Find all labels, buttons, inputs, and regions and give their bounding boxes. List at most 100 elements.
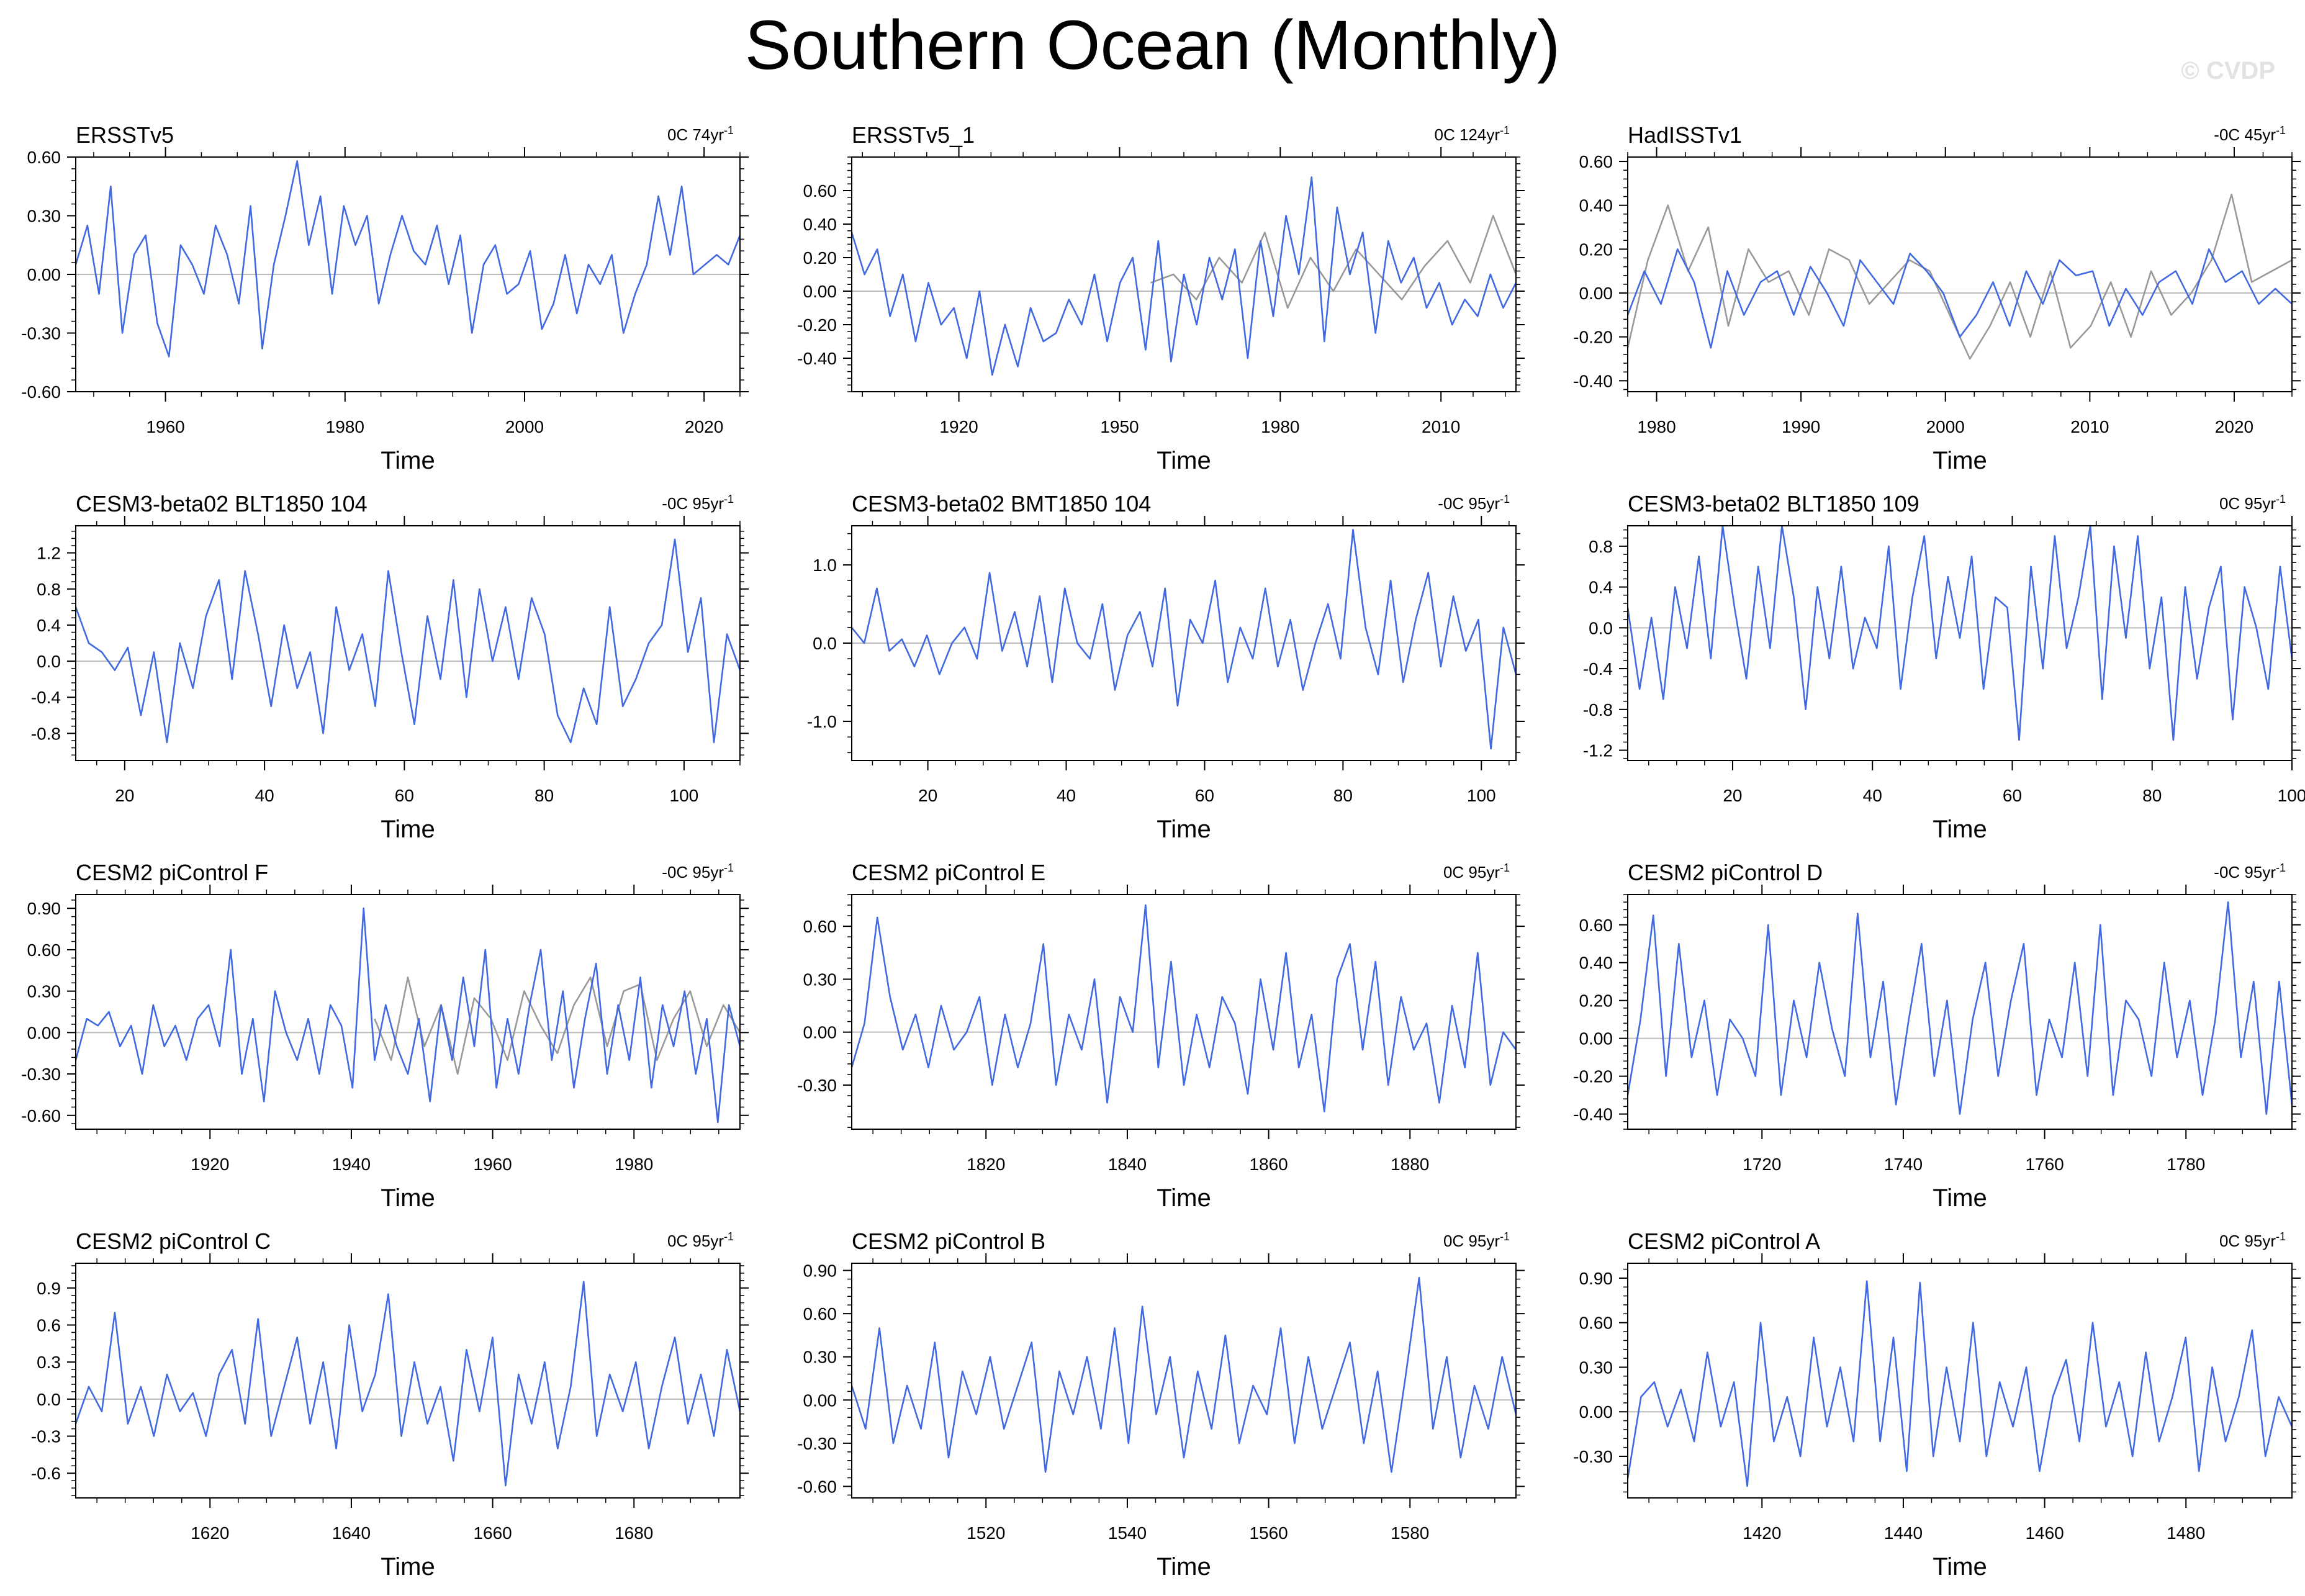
model-series-line: [850, 904, 1517, 1112]
x-tick-label: 1660: [473, 1523, 512, 1543]
y-tick-label: 0.00: [1579, 284, 1613, 303]
x-tick-label: 1760: [2025, 1155, 2064, 1174]
y-tick-label: 0.60: [1579, 916, 1613, 935]
y-tick-label: 0.00: [803, 282, 837, 301]
x-tick-label: 1640: [332, 1523, 371, 1543]
y-tick-label: -0.4: [31, 688, 61, 707]
model-series-line: [850, 176, 1517, 376]
x-tick-label: 60: [1195, 786, 1214, 805]
trend-annotation: -0C 95yr-1: [662, 493, 734, 513]
x-axis-label: Time: [1157, 1184, 1211, 1212]
y-tick-label: 1.2: [37, 544, 61, 563]
x-tick-label: 1980: [1261, 417, 1299, 436]
x-tick-label: 1520: [967, 1523, 1005, 1543]
y-tick-label: -1.0: [807, 712, 837, 731]
x-tick-label: 20: [918, 786, 937, 805]
y-tick-label: 0.20: [803, 248, 837, 268]
panel: CESM2 piControl E 0C 95yr-1 -0.30 0.00 0.30 0…: [797, 860, 1525, 1212]
x-axis-label: Time: [1933, 816, 1987, 843]
x-axis-label: Time: [1933, 1553, 1987, 1580]
y-tick-label: -1.2: [1583, 741, 1613, 760]
model-series-line: [850, 1276, 1517, 1473]
trend-annotation: 0C 74yr-1: [667, 124, 734, 144]
y-tick-label: 0.60: [27, 940, 61, 960]
model-series-line: [1626, 248, 2293, 349]
trend-annotation: -0C 45yr-1: [2214, 124, 2286, 144]
y-tick-label: -0.3: [31, 1427, 61, 1446]
y-tick-label: 0.9: [37, 1279, 61, 1298]
y-tick-label: 0.60: [1579, 152, 1613, 171]
y-tick-label: 0.4: [37, 616, 61, 635]
panel-title: HadISSTv1: [1628, 122, 1742, 148]
y-tick-label: 0.60: [1579, 1314, 1613, 1333]
trend-annotation: -0C 95yr-1: [2214, 862, 2286, 881]
y-tick-label: -0.8: [31, 724, 61, 743]
y-tick-label: 0.60: [803, 1304, 837, 1323]
trend-annotation: 0C 95yr-1: [1443, 1230, 1510, 1250]
y-tick-label: 0.8: [1589, 537, 1613, 556]
y-tick-label: 0.4: [1589, 578, 1613, 597]
y-tick-label: -0.60: [21, 382, 61, 402]
model-series-line: [850, 528, 1517, 750]
x-axis-label: Time: [1157, 816, 1211, 843]
panel: CESM2 piControl C 0C 95yr-1 -0.6 -0.3 0.0 0.3…: [31, 1229, 749, 1580]
x-tick-label: 1980: [1637, 417, 1676, 436]
x-tick-label: 40: [1863, 786, 1882, 805]
x-tick-label: 1560: [1249, 1523, 1288, 1543]
x-tick-label: 40: [1057, 786, 1076, 805]
panel: ERSSTv5_1 0C 124yr-1 -0.40 -0.20 0.00 0.20 0.4…: [797, 122, 1525, 474]
trend-annotation: -0C 95yr-1: [1438, 493, 1510, 513]
x-tick-label: 1990: [1782, 417, 1820, 436]
y-tick-label: 0.90: [27, 899, 61, 918]
trend-annotation: 0C 95yr-1: [2219, 1230, 2286, 1250]
plot-frame: [1627, 894, 2293, 1130]
panel-title: CESM2 piControl D: [1628, 860, 1823, 885]
y-tick-label: 0.30: [803, 970, 837, 989]
y-tick-label: 1.0: [813, 556, 837, 575]
x-axis-label: Time: [1157, 1553, 1211, 1580]
y-tick-label: 0.20: [1579, 240, 1613, 259]
panel: CESM2 piControl B 0C 95yr-1 -0.60 -0.30 0.00…: [797, 1229, 1525, 1580]
obs-series-line: [1150, 215, 1517, 309]
x-tick-label: 1740: [1884, 1155, 1923, 1174]
x-tick-label: 1950: [1100, 417, 1139, 436]
panel: CESM3-beta02 BLT1850 109 0C 95yr-1 -1.2 -0.…: [1583, 491, 2305, 843]
panel: CESM2 piControl F -0C 95yr-1 -0.60 -0.30 0.0…: [21, 860, 749, 1212]
x-tick-label: 1720: [1743, 1155, 1781, 1174]
model-series-line: [1626, 901, 2293, 1115]
x-axis-label: Time: [381, 816, 435, 843]
x-tick-label: 40: [255, 786, 274, 805]
trend-annotation: 0C 95yr-1: [1443, 862, 1510, 881]
y-tick-label: 0.00: [27, 265, 61, 284]
y-tick-label: -0.8: [1583, 700, 1613, 719]
panel: CESM3-beta02 BLT1850 104 -0C 95yr-1 -0.8 -0…: [31, 491, 749, 843]
y-tick-label: -0.60: [21, 1106, 61, 1125]
y-tick-label: 0.0: [37, 1390, 61, 1409]
panel-title: CESM2 piControl E: [852, 860, 1045, 885]
y-tick-label: 0.30: [27, 207, 61, 226]
trend-annotation: 0C 95yr-1: [667, 1230, 734, 1250]
y-tick-label: 0.00: [1579, 1029, 1613, 1048]
plot-frame: [75, 894, 741, 1130]
y-tick-label: 0.40: [1579, 196, 1613, 215]
obs-series-line: [374, 976, 741, 1075]
y-tick-label: 0.90: [1579, 1269, 1613, 1288]
x-axis-label: Time: [381, 1553, 435, 1580]
y-tick-label: -0.40: [797, 349, 837, 368]
y-tick-label: -0.6: [31, 1464, 61, 1483]
x-tick-label: 2020: [2215, 417, 2253, 436]
panel-title: CESM2 piControl A: [1628, 1229, 1820, 1254]
y-tick-label: 0.60: [803, 181, 837, 201]
x-tick-label: 100: [670, 786, 699, 805]
plot-frame: [1627, 525, 2293, 761]
x-tick-label: 20: [115, 786, 134, 805]
y-tick-label: -0.30: [797, 1076, 837, 1095]
y-tick-label: 0.00: [803, 1391, 837, 1410]
model-series-line: [1626, 525, 2293, 741]
x-tick-label: 1920: [939, 417, 978, 436]
x-tick-label: 1820: [967, 1155, 1005, 1174]
model-series-line: [1626, 1280, 2293, 1487]
panel-title: ERSSTv5_1: [852, 122, 975, 148]
model-series-line: [74, 538, 741, 744]
